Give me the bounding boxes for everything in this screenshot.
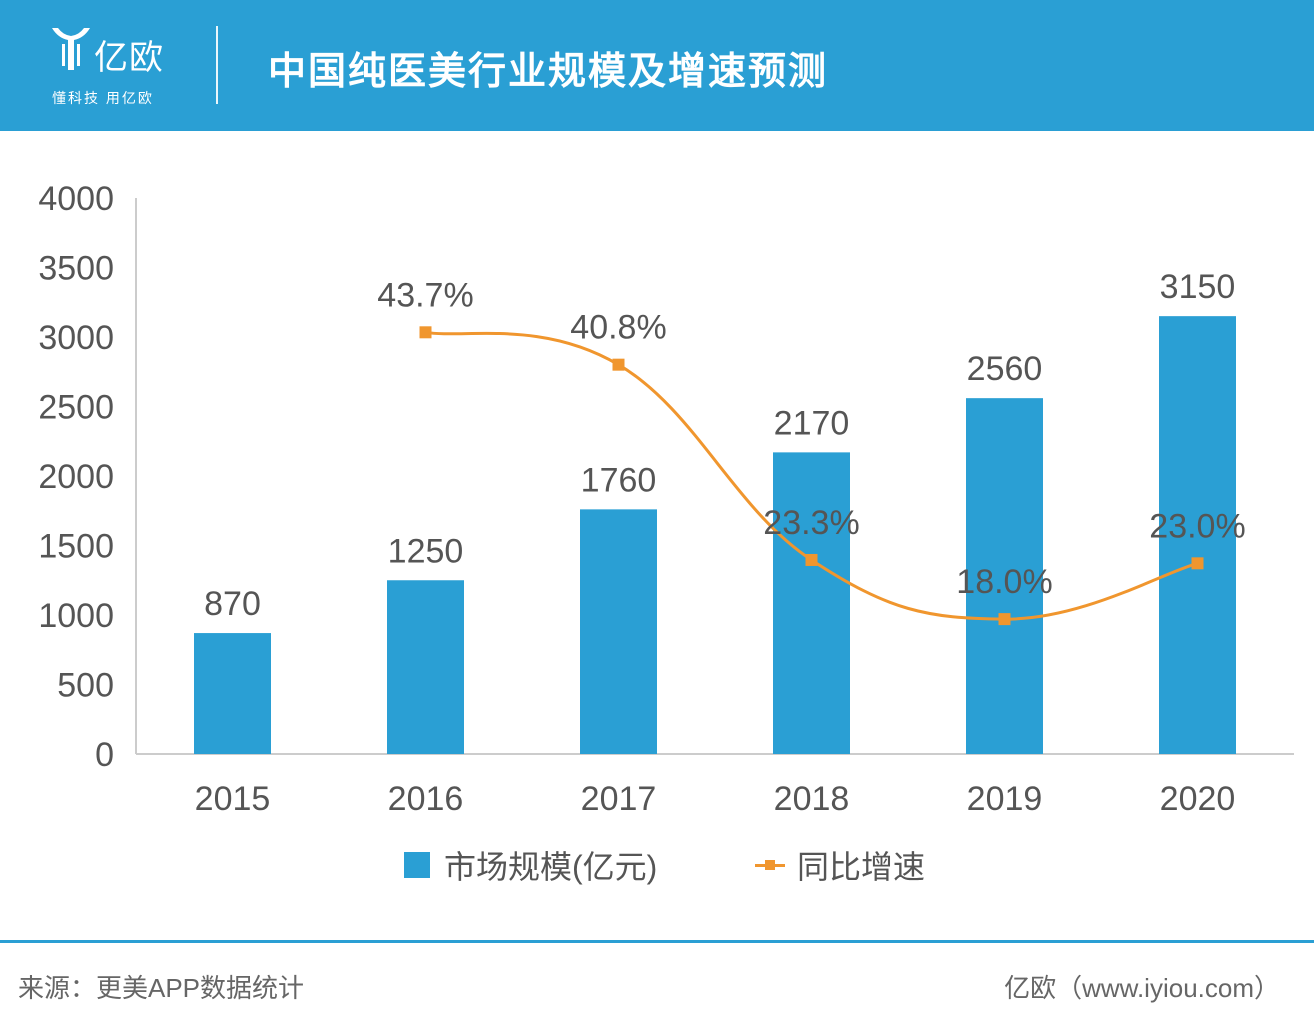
header-banner: 亿欧 懂科技 用亿欧 中国纯医美行业规模及增速预测 (0, 0, 1314, 131)
y-tick-label: 3500 (38, 250, 114, 288)
x-tick-label: 2015 (195, 780, 271, 818)
x-tick-label: 2019 (967, 780, 1043, 818)
y-tick-label: 2000 (38, 458, 114, 496)
bar (1159, 316, 1236, 754)
logo-icon (52, 28, 90, 70)
y-tick-label: 1500 (38, 528, 114, 566)
line-marker (998, 613, 1011, 626)
source-note: 来源：更美APP数据统计 (18, 973, 305, 1003)
line-data-label: 43.7% (377, 276, 473, 314)
line-series (419, 326, 1204, 626)
line-data-labels: 43.7% 40.8% 23.3% 18.0% 23.0% (377, 276, 1245, 601)
line-data-label: 23.0% (1149, 507, 1245, 545)
line-data-label: 40.8% (570, 309, 666, 347)
legend-bar-swatch (404, 852, 430, 878)
y-tick-label: 0 (95, 736, 114, 774)
x-tick-label: 2017 (581, 780, 657, 818)
logo: 亿欧 懂科技 用亿欧 (48, 22, 178, 110)
y-tick-labels: 0 500 1000 1500 2000 2500 3000 3500 4000 (38, 180, 114, 774)
line-marker (1191, 557, 1204, 570)
y-tick-label: 4000 (38, 180, 114, 218)
bar (966, 398, 1043, 754)
legend: 市场规模(亿元) 同比增速 (0, 840, 1314, 890)
bar-data-label: 2170 (774, 404, 850, 442)
x-tick-label: 2016 (388, 780, 464, 818)
bar-series (194, 316, 1236, 754)
legend-line-swatch (755, 855, 785, 875)
page-title: 中国纯医美行业规模及增速预测 (268, 51, 829, 93)
legend-label-growth: 同比增速 (797, 849, 926, 885)
line-marker (419, 326, 432, 339)
y-tick-label: 2500 (38, 389, 114, 427)
brand-url: 亿欧（www.iyiou.com） (1004, 973, 1280, 1003)
bar-data-label: 2560 (967, 350, 1043, 388)
x-tick-label: 2020 (1160, 780, 1236, 818)
x-tick-labels: 2015 2016 2017 2018 2019 2020 (195, 780, 1236, 818)
bar-data-labels: 870 1250 1760 2170 2560 3150 (204, 268, 1235, 623)
bar (773, 452, 850, 754)
bar (387, 580, 464, 754)
legend-item-growth: 同比增速 (755, 840, 925, 890)
bar-data-label: 1760 (581, 461, 657, 499)
x-tick-label: 2018 (774, 780, 850, 818)
bar-data-label: 870 (204, 585, 261, 623)
line-data-label: 18.0% (956, 563, 1052, 601)
footer-divider (0, 940, 1314, 943)
y-tick-label: 1000 (38, 597, 114, 635)
logo-tagline: 懂科技 用亿欧 (52, 90, 154, 106)
line-data-label: 23.3% (763, 504, 859, 542)
bar-data-label: 1250 (388, 532, 464, 570)
logo-text: 亿欧 (94, 39, 164, 77)
bar (580, 509, 657, 754)
bar (194, 633, 271, 754)
line-marker (612, 358, 625, 371)
legend-item-market-size: 市场规模(亿元) (404, 840, 657, 890)
legend-label-market-size: 市场规模(亿元) (444, 849, 658, 885)
y-tick-label: 3000 (38, 319, 114, 357)
line-marker (805, 553, 818, 566)
bar-data-label: 3150 (1160, 268, 1236, 306)
header-divider (216, 26, 218, 104)
y-tick-label: 500 (57, 667, 114, 705)
